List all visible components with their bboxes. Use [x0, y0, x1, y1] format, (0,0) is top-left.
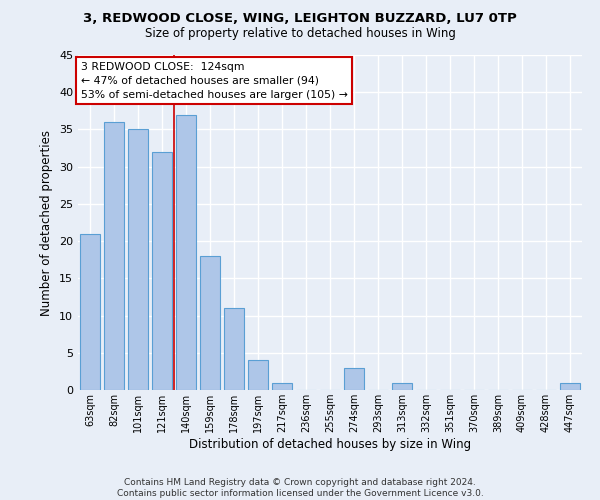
X-axis label: Distribution of detached houses by size in Wing: Distribution of detached houses by size … [189, 438, 471, 451]
Bar [224, 308, 244, 390]
Bar [176, 114, 196, 390]
Bar [272, 382, 292, 390]
Bar [344, 368, 364, 390]
Bar [128, 130, 148, 390]
Bar [560, 382, 580, 390]
Bar [152, 152, 172, 390]
Y-axis label: Number of detached properties: Number of detached properties [40, 130, 53, 316]
Bar [248, 360, 268, 390]
Bar [200, 256, 220, 390]
Text: 3 REDWOOD CLOSE:  124sqm
← 47% of detached houses are smaller (94)
53% of semi-d: 3 REDWOOD CLOSE: 124sqm ← 47% of detache… [80, 62, 347, 100]
Text: 3, REDWOOD CLOSE, WING, LEIGHTON BUZZARD, LU7 0TP: 3, REDWOOD CLOSE, WING, LEIGHTON BUZZARD… [83, 12, 517, 24]
Bar [104, 122, 124, 390]
Bar [392, 382, 412, 390]
Text: Contains HM Land Registry data © Crown copyright and database right 2024.
Contai: Contains HM Land Registry data © Crown c… [116, 478, 484, 498]
Text: Size of property relative to detached houses in Wing: Size of property relative to detached ho… [145, 28, 455, 40]
Bar [80, 234, 100, 390]
